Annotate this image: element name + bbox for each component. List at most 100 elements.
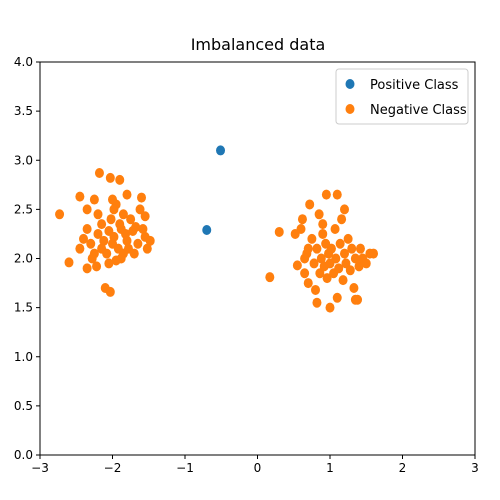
point-negative-class-100 <box>361 258 371 269</box>
y-tick-label: 0.0 <box>14 448 33 462</box>
y-tick-label: 1.5 <box>14 301 33 315</box>
point-negative-class-13 <box>82 224 92 235</box>
point-negative-class-92 <box>345 265 355 276</box>
point-negative-class-50 <box>105 286 115 297</box>
point-negative-class-63 <box>303 278 313 289</box>
point-negative-class-46 <box>104 258 114 269</box>
point-negative-class-58 <box>292 260 302 271</box>
point-negative-class-52 <box>118 248 128 259</box>
x-tick-label: 0 <box>254 461 262 475</box>
point-negative-class-67 <box>311 284 320 295</box>
point-negative-class-8 <box>137 192 146 203</box>
point-negative-class-85 <box>334 263 344 274</box>
point-negative-class-2 <box>82 204 92 215</box>
point-negative-class-4 <box>94 168 104 179</box>
point-negative-class-65 <box>307 233 317 244</box>
point-negative-class-7 <box>122 189 132 200</box>
point-negative-class-97 <box>354 261 364 272</box>
point-negative-class-68 <box>312 243 322 254</box>
point-negative-class-69 <box>314 209 324 220</box>
point-negative-class-54 <box>109 204 119 215</box>
x-tick-label: 1 <box>326 461 334 475</box>
point-negative-class-29 <box>118 209 128 220</box>
point-negative-class-51 <box>108 194 117 205</box>
point-negative-class-42 <box>145 235 155 246</box>
chart-title: Imbalanced data <box>191 35 326 54</box>
point-negative-class-91 <box>343 233 353 244</box>
point-negative-class-48 <box>116 224 126 235</box>
point-negative-class-38 <box>135 204 145 215</box>
x-axis: −3 −2 −1 0 1 2 3 <box>31 455 479 475</box>
point-negative-class-55 <box>265 272 275 283</box>
point-negative-class-60 <box>297 214 307 225</box>
point-negative-class-66 <box>309 258 319 269</box>
point-negative-class-103 <box>350 294 360 305</box>
point-negative-class-95 <box>350 253 360 264</box>
point-negative-class-39 <box>138 224 148 235</box>
x-tick-label: −2 <box>104 461 122 475</box>
point-negative-class-105 <box>312 297 322 308</box>
point-negative-class-61 <box>300 268 310 279</box>
y-tick-label: 0.5 <box>14 399 33 413</box>
x-tick-label: 2 <box>399 461 407 475</box>
point-negative-class-89 <box>340 248 349 259</box>
point-negative-class-106 <box>332 292 342 303</box>
point-negative-class-47 <box>111 255 121 266</box>
point-negative-class-1 <box>75 191 85 202</box>
point-positive-class-1 <box>202 225 212 236</box>
point-negative-class-94 <box>349 282 359 293</box>
legend-marker <box>345 79 355 89</box>
point-negative-class-43 <box>82 263 92 274</box>
point-negative-class-22 <box>106 214 116 225</box>
point-negative-class-72 <box>318 228 328 239</box>
point-negative-class-107 <box>340 204 349 215</box>
point-negative-class-5 <box>105 172 115 183</box>
point-negative-class-75 <box>321 189 331 200</box>
point-negative-class-88 <box>338 275 348 286</box>
point-negative-class-19 <box>99 235 109 246</box>
legend-entry: Negative Class <box>370 103 467 118</box>
point-negative-class-16 <box>92 261 102 272</box>
point-negative-class-86 <box>335 238 345 249</box>
point-negative-class-24 <box>109 231 119 242</box>
point-negative-class-41 <box>142 243 152 254</box>
x-tick-label: −3 <box>31 461 49 475</box>
point-negative-class-9 <box>140 211 150 222</box>
point-negative-class-64 <box>305 199 315 210</box>
legend: Positive Class Negative Class <box>335 68 469 125</box>
legend-entry: Positive Class <box>370 78 459 93</box>
point-negative-class-87 <box>337 214 347 225</box>
point-negative-class-108 <box>318 219 328 230</box>
point-negative-class-18 <box>97 219 107 230</box>
point-negative-class-10 <box>64 257 74 268</box>
y-axis: 0.0 0.5 1.0 1.5 2.0 2.5 3.0 3.5 4.0 <box>14 55 40 462</box>
point-negative-class-98 <box>355 243 365 254</box>
point-negative-class-109 <box>300 253 310 264</box>
point-negative-class-33 <box>126 214 136 225</box>
point-negative-class-45 <box>97 243 107 254</box>
point-negative-class-6 <box>115 174 125 185</box>
y-tick-label: 2.5 <box>14 202 33 216</box>
y-tick-label: 2.0 <box>14 252 33 266</box>
point-negative-class-36 <box>131 222 141 233</box>
point-negative-class-71 <box>316 253 326 264</box>
point-negative-class-59 <box>296 224 306 235</box>
point-negative-class-14 <box>86 238 96 249</box>
point-negative-class-35 <box>129 248 139 259</box>
point-negative-class-3 <box>89 194 99 205</box>
legend-box <box>335 68 469 125</box>
point-negative-class-11 <box>75 243 85 254</box>
y-tick-label: 3.0 <box>14 153 33 167</box>
point-negative-class-80 <box>326 243 336 254</box>
point-negative-class-0 <box>55 209 65 220</box>
point-negative-class-37 <box>133 238 143 249</box>
legend-marker <box>345 104 355 114</box>
point-negative-class-104 <box>303 243 313 254</box>
point-positive-class-0 <box>216 145 226 156</box>
point-negative-class-82 <box>330 224 340 235</box>
point-negative-class-17 <box>93 228 103 239</box>
point-negative-class-76 <box>322 273 332 284</box>
y-tick-label: 3.5 <box>14 104 33 118</box>
